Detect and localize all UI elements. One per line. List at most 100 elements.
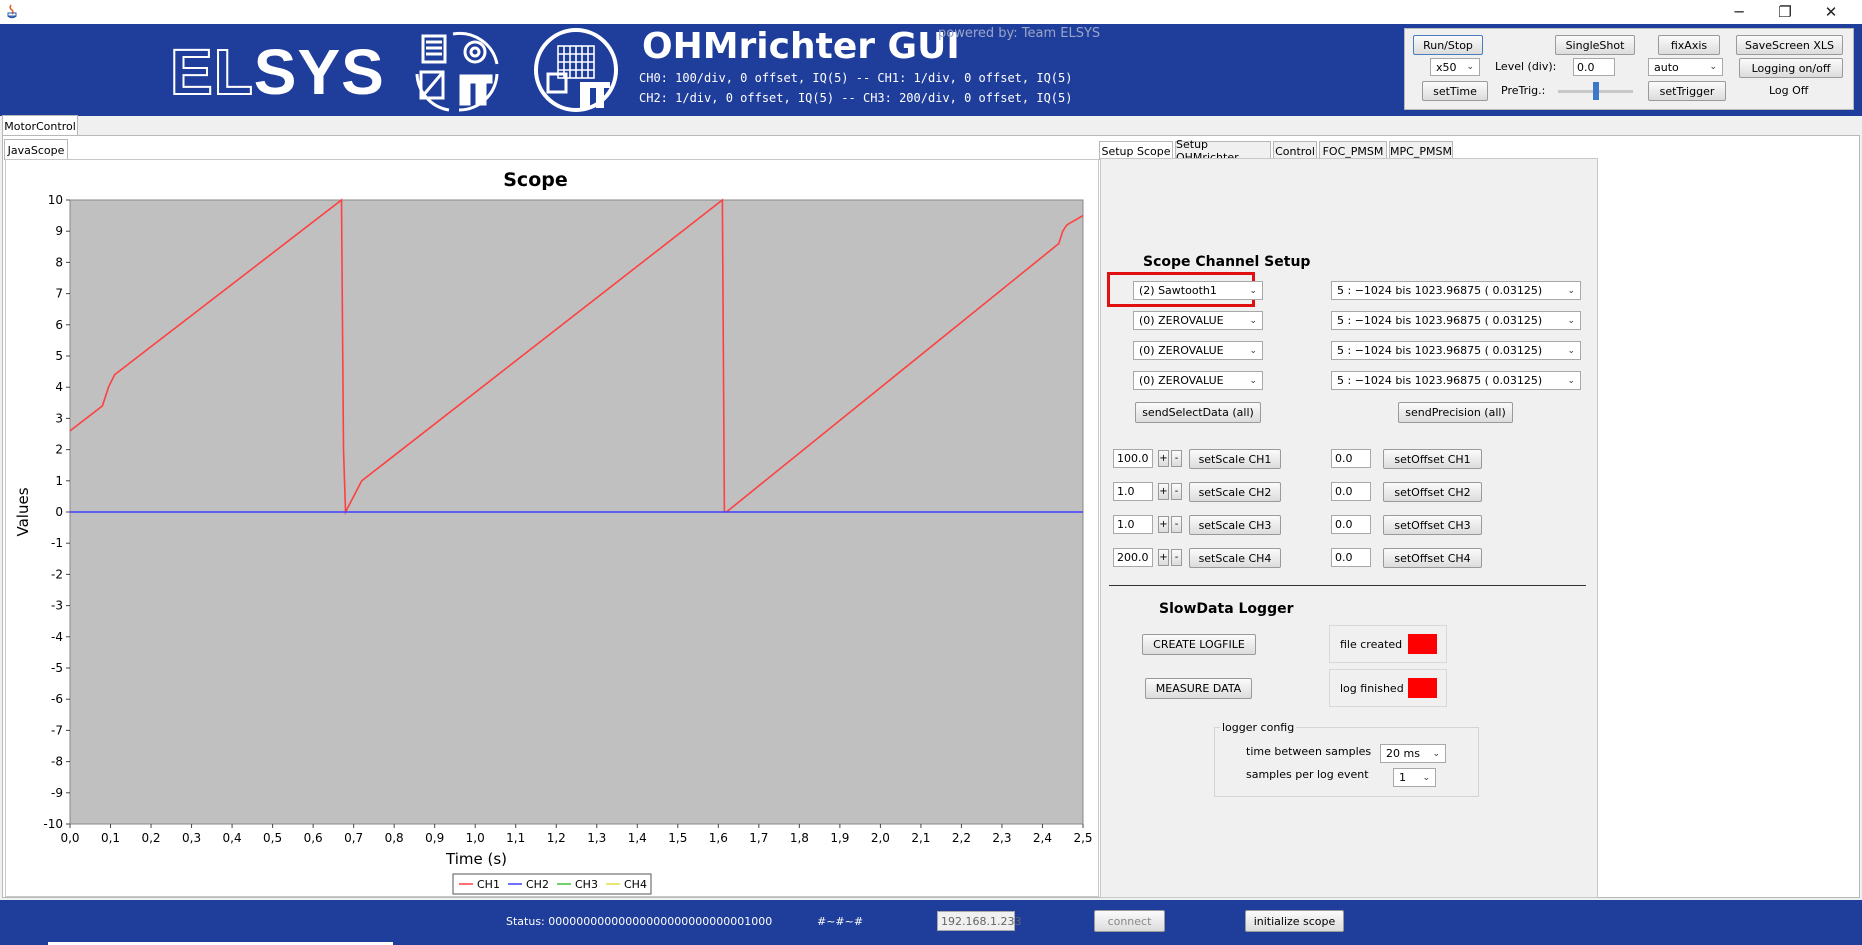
x-tick-label: 1,3 xyxy=(587,831,606,845)
y-tick-label: -5 xyxy=(51,661,63,675)
x-tick-label: 1,5 xyxy=(668,831,687,845)
restore-button[interactable]: ❐ xyxy=(1778,3,1792,21)
logger-config-group: logger config time between samples 20 ms… xyxy=(1214,721,1479,797)
logging-toggle-button[interactable]: Logging on/off xyxy=(1739,58,1843,78)
offset-input-ch2[interactable]: 0.0 xyxy=(1331,482,1371,501)
channel-signal-select[interactable]: (0) ZEROVALUE ⌄ xyxy=(1133,341,1263,360)
set-trigger-button[interactable]: setTrigger xyxy=(1648,81,1726,101)
channel-precision-select[interactable]: 5 : −1024 bis 1023.96875 ( 0.03125) ⌄ xyxy=(1331,341,1581,360)
set-offset-ch3-button[interactable]: setOffset CH3 xyxy=(1383,515,1482,535)
powered-by-label: powered by: Team ELSYS xyxy=(938,26,1101,41)
scale-input-ch3[interactable]: 1.0 xyxy=(1113,515,1153,534)
x-tick-label: 2,1 xyxy=(911,831,930,845)
channel-precision-select[interactable]: 5 : −1024 bis 1023.96875 ( 0.03125) ⌄ xyxy=(1331,281,1581,300)
scale-plus-button[interactable]: + xyxy=(1158,549,1169,566)
set-offset-ch1-button[interactable]: setOffset CH1 xyxy=(1383,449,1482,469)
set-time-button[interactable]: setTime xyxy=(1422,81,1488,101)
time-between-select[interactable]: 20 ms ⌄ xyxy=(1380,744,1446,763)
logo-text-el: EL xyxy=(169,35,254,109)
tab-mpc-pmsm[interactable]: MPC_PMSM xyxy=(1389,141,1453,160)
set-scale-ch2-button[interactable]: setScale CH2 xyxy=(1189,482,1281,502)
tab-motor-control[interactable]: MotorControl xyxy=(2,115,78,136)
scale-input-ch4[interactable]: 200.0 xyxy=(1113,548,1153,567)
scale-plus-button[interactable]: + xyxy=(1158,450,1169,467)
offset-input-ch4[interactable]: 0.0 xyxy=(1331,548,1371,567)
scale-minus-button[interactable]: - xyxy=(1171,549,1182,566)
save-screen-button[interactable]: SaveScreen XLS xyxy=(1736,35,1843,55)
send-select-data-button[interactable]: sendSelectData (all) xyxy=(1135,402,1261,423)
set-offset-ch2-button[interactable]: setOffset CH2 xyxy=(1383,482,1482,502)
x-tick-label: 0,7 xyxy=(344,831,363,845)
initialize-scope-button[interactable]: initialize scope xyxy=(1245,910,1344,932)
scale-minus-button[interactable]: - xyxy=(1171,450,1182,467)
x-axis-label: Time (s) xyxy=(445,850,507,868)
single-shot-button[interactable]: SingleShot xyxy=(1555,35,1635,55)
elsys-logo: EL SYS xyxy=(169,32,385,112)
tab-java-scope[interactable]: JavaScope xyxy=(4,139,68,160)
x-tick-label: 1,9 xyxy=(830,831,849,845)
scale-minus-button[interactable]: - xyxy=(1171,483,1182,500)
y-axis-label: Values xyxy=(14,487,32,536)
create-logfile-button[interactable]: CREATE LOGFILE xyxy=(1142,634,1256,655)
y-tick-label: -8 xyxy=(51,755,63,769)
file-created-group: file created xyxy=(1329,625,1447,663)
set-offset-ch4-button[interactable]: setOffset CH4 xyxy=(1383,548,1482,568)
channel-signal-select[interactable]: (0) ZEROVALUE ⌄ xyxy=(1133,371,1263,390)
x-tick-label: 1,0 xyxy=(466,831,485,845)
log-finished-label: log finished xyxy=(1340,682,1404,695)
offset-input-ch1[interactable]: 0.0 xyxy=(1331,449,1371,468)
scale-input-ch2[interactable]: 1.0 xyxy=(1113,482,1153,501)
offset-input-ch3[interactable]: 0.0 xyxy=(1331,515,1371,534)
minimize-button[interactable]: ─ xyxy=(1734,3,1744,21)
level-input[interactable]: 0.0 xyxy=(1573,58,1615,76)
y-tick-label: 10 xyxy=(48,193,63,207)
close-button[interactable]: ✕ xyxy=(1824,3,1838,21)
send-precision-button[interactable]: sendPrecision (all) xyxy=(1398,402,1513,423)
x-tick-label: 0,2 xyxy=(141,831,160,845)
y-tick-label: 6 xyxy=(55,318,63,332)
window-titlebar: ─ ❐ ✕ xyxy=(0,0,1862,24)
x-tick-label: 1,4 xyxy=(628,831,647,845)
tab-foc-pmsm[interactable]: FOC_PMSM xyxy=(1319,141,1387,160)
channel-precision-select[interactable]: 5 : −1024 bis 1023.96875 ( 0.03125) ⌄ xyxy=(1331,371,1581,390)
y-tick-label: 8 xyxy=(55,255,63,269)
set-scale-ch4-button[interactable]: setScale CH4 xyxy=(1189,548,1281,568)
logger-config-title: logger config xyxy=(1220,721,1297,734)
zoom-select-value: x50 xyxy=(1436,60,1457,74)
status-separator: #~#~# xyxy=(817,915,864,928)
x-tick-label: 2,3 xyxy=(992,831,1011,845)
channel-precision-value: 5 : −1024 bis 1023.96875 ( 0.03125) xyxy=(1337,284,1543,297)
zoom-select[interactable]: x50 ⌄ xyxy=(1430,58,1480,76)
set-scale-ch1-button[interactable]: setScale CH1 xyxy=(1189,449,1281,469)
samples-per-event-value: 1 xyxy=(1399,771,1406,784)
pretrig-slider[interactable] xyxy=(1558,82,1633,100)
tab-control[interactable]: Control xyxy=(1273,141,1317,160)
channel-precision-select[interactable]: 5 : −1024 bis 1023.96875 ( 0.03125) ⌄ xyxy=(1331,311,1581,330)
scale-plus-button[interactable]: + xyxy=(1158,483,1169,500)
y-tick-label: 5 xyxy=(55,349,63,363)
channel-signal-value: (0) ZEROVALUE xyxy=(1139,344,1224,357)
run-stop-button[interactable]: Run/Stop xyxy=(1413,35,1483,55)
log-finished-group: log finished xyxy=(1329,669,1447,707)
samples-per-event-select[interactable]: 1 ⌄ xyxy=(1393,768,1436,787)
connect-button[interactable]: connect xyxy=(1094,910,1165,932)
scale-input-ch1[interactable]: 100.0 xyxy=(1113,449,1153,468)
x-tick-label: 0,3 xyxy=(182,831,201,845)
channel-signal-select[interactable]: (0) ZEROVALUE ⌄ xyxy=(1133,311,1263,330)
log-finished-indicator xyxy=(1408,678,1437,698)
channel-signal-select[interactable]: (2) Sawtooth1 ⌄ xyxy=(1133,281,1263,300)
legend xyxy=(452,873,652,895)
tab-setup-scope[interactable]: Setup Scope xyxy=(1099,141,1173,160)
slider-thumb[interactable] xyxy=(1592,82,1599,100)
fix-axis-button[interactable]: fixAxis xyxy=(1658,35,1720,55)
measure-data-button[interactable]: MEASURE DATA xyxy=(1145,678,1252,699)
ip-address-field[interactable]: 192.168.1.233 xyxy=(937,911,1021,931)
scale-plus-button[interactable]: + xyxy=(1158,516,1169,533)
trigger-mode-select[interactable]: auto ⌄ xyxy=(1648,58,1723,76)
java-icon xyxy=(5,3,19,19)
trigger-mode-value: auto xyxy=(1654,60,1679,74)
x-tick-label: 0,9 xyxy=(425,831,444,845)
scale-minus-button[interactable]: - xyxy=(1171,516,1182,533)
set-scale-ch3-button[interactable]: setScale CH3 xyxy=(1189,515,1281,535)
y-tick-label: -10 xyxy=(43,817,63,831)
